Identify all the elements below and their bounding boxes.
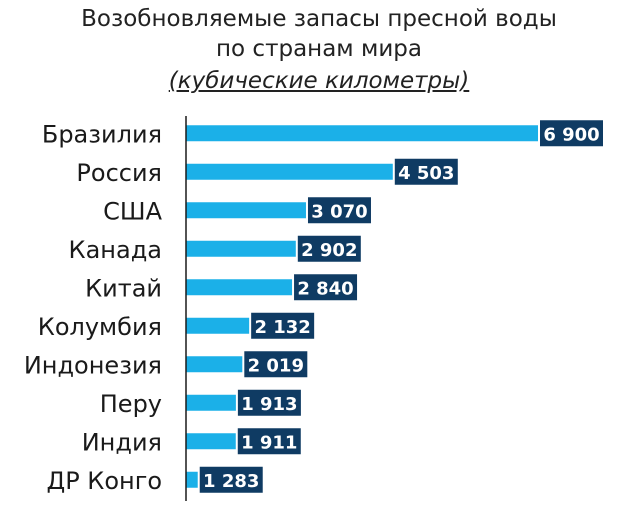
category-label-9: ДР Конго [46,467,162,495]
chart-title-line-1: Возобновляемые запасы пресной воды [81,6,557,32]
chart-title: Возобновляемые запасы пресной воды по ст… [0,4,638,64]
value-label-7: 1 913 [241,394,297,415]
value-box-7 [235,387,303,418]
value-label-1: 4 503 [398,163,454,184]
value-box-5 [249,310,317,341]
bar-0 [186,125,604,142]
category-label-3: Канада [69,236,162,264]
bar-1 [186,163,459,180]
category-label-1: Россия [76,159,162,187]
value-box-6 [242,349,310,380]
value-label-2: 3 070 [311,201,367,222]
value-box-2 [305,195,373,226]
value-label-8: 1 911 [241,432,297,453]
value-label-9: 1 283 [203,471,259,492]
value-label-5: 2 132 [254,317,310,338]
value-box-1 [392,156,460,187]
category-label-5: Колумбия [38,313,162,341]
chart-title-line-2: по странам мира [216,36,422,62]
value-label-6: 2 019 [248,355,304,376]
category-label-8: Индия [82,428,162,456]
value-box-0 [538,118,605,149]
value-label-3: 2 902 [301,240,357,261]
category-label-2: США [103,197,162,225]
value-box-8 [235,426,303,457]
value-label-0: 6 900 [543,124,599,145]
value-box-4 [292,272,360,303]
value-label-4: 2 840 [297,278,353,299]
category-label-7: Перу [100,390,162,418]
chart-subtitle: (кубические километры) [168,68,470,94]
value-box-9 [197,464,265,495]
value-box-3 [295,233,363,264]
category-label-6: Индонезия [24,351,162,379]
category-label-0: Бразилия [42,120,162,148]
category-label-4: Китай [85,274,162,302]
